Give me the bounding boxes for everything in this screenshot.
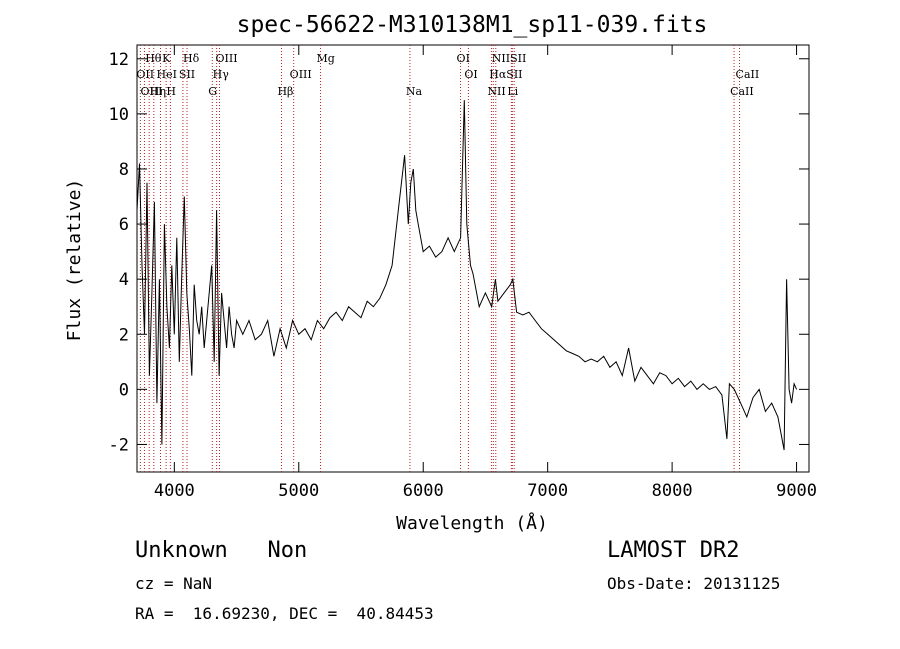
- y-tick-label: 0: [119, 380, 129, 400]
- ra-dec: RA = 16.69230, DEC = 40.84453: [135, 604, 434, 623]
- y-tick-label: 8: [119, 160, 129, 180]
- chart-title: spec-56622-M310138M1_sp11-039.fits: [237, 12, 708, 38]
- line-label: Mg: [317, 52, 335, 65]
- line-label: NIISII: [492, 52, 527, 65]
- line-label: OIII: [216, 52, 238, 65]
- line-label: K: [162, 52, 171, 65]
- x-tick-label: 5000: [278, 481, 319, 501]
- line-label: HeI: [157, 68, 177, 81]
- plot-frame: [136, 44, 810, 473]
- line-label: OI: [457, 52, 470, 65]
- redshift-cz: cz = NaN: [135, 574, 213, 593]
- y-tick-label: -2: [109, 435, 129, 455]
- x-tick-label: 8000: [652, 481, 693, 501]
- y-tick-label: 4: [119, 270, 129, 290]
- line-label: OIII: [290, 68, 312, 81]
- y-axis-label: Flux (relative): [64, 179, 85, 342]
- line-label: OIII: [140, 85, 162, 98]
- line-marker-labels: Hθ K Hδ OIII Mg OI NIISII OII HeI SII Hγ OIII OI HαSI…: [136, 52, 759, 98]
- obs-date: Obs-Date: 20131125: [607, 574, 781, 593]
- line-label: HαSII: [489, 68, 522, 81]
- x-tick-label: 6000: [403, 481, 444, 501]
- survey-name: LAMOST DR2: [607, 538, 740, 563]
- y-tick-label: 6: [119, 215, 129, 235]
- x-tick-label: 4000: [154, 481, 195, 501]
- line-label: CaII: [730, 85, 754, 98]
- line-label: OII: [136, 68, 154, 81]
- line-label: Hθ: [145, 52, 162, 65]
- line-label: SII: [179, 68, 195, 81]
- y-tick-label: 10: [109, 105, 129, 125]
- x-tick-label: 7000: [527, 481, 568, 501]
- object-class: Unknown Non: [135, 538, 308, 563]
- x-axis: 4000 5000 6000 7000 8000 9000: [154, 45, 817, 501]
- line-label: Hη: [150, 85, 166, 98]
- line-markers: [139, 45, 741, 472]
- line-label: Hδ: [183, 52, 200, 65]
- y-tick-label: 12: [109, 50, 129, 70]
- line-label: NII: [487, 85, 505, 98]
- line-label: Li: [507, 85, 518, 98]
- x-axis-label: Wavelength (Å): [396, 512, 548, 534]
- line-label: OI: [464, 68, 477, 81]
- line-label: CaII: [736, 68, 760, 81]
- line-label: Hβ: [277, 85, 293, 98]
- x-tick-label: 9000: [776, 481, 817, 501]
- y-axis: -2 0 2 4 6 8 10 12: [109, 50, 809, 455]
- line-label: G: [208, 85, 217, 98]
- spectrum-chart: spec-56622-M310138M1_sp11-039.fits Hθ K Hδ…: [64, 12, 817, 534]
- line-label: Hγ: [213, 68, 230, 81]
- line-label: H: [166, 85, 176, 98]
- spectrum-line: [136, 100, 798, 451]
- line-label: Na: [406, 85, 423, 98]
- y-tick-label: 2: [119, 325, 129, 345]
